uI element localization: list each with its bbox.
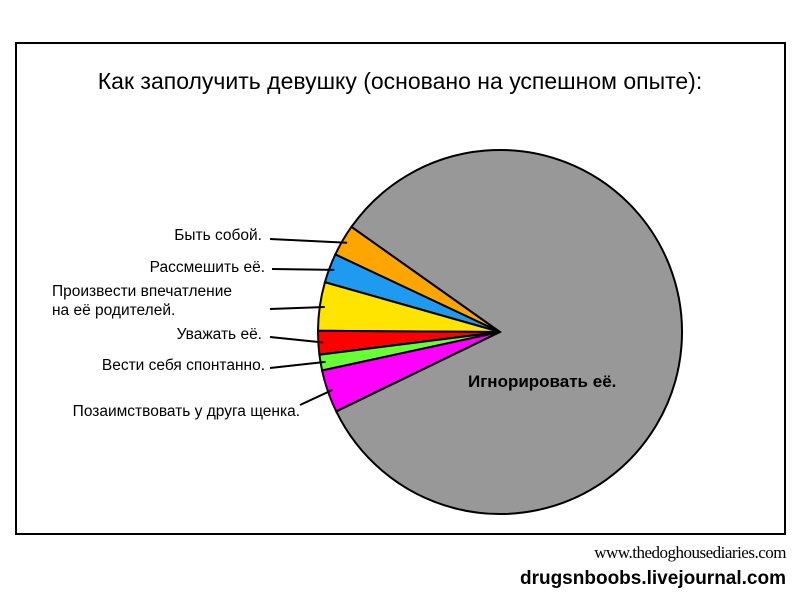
leader-line-5: [299, 388, 334, 406]
slice-label-6: Игнорировать её.: [468, 372, 617, 391]
slice-label-0: Быть собой.: [174, 227, 262, 244]
slice-label-2-line1: Произвести впечатление: [52, 283, 232, 300]
leader-line-1: [271, 268, 335, 271]
slice-label-2-line2: на её родителей.: [52, 302, 176, 319]
leader-line-4: [269, 360, 326, 369]
slice-label-2: Произвести впечатление на её родителей.: [52, 282, 232, 320]
leader-line-0: [269, 238, 348, 244]
slice-label-3: Уважать её.: [176, 326, 262, 343]
slice-label-4: Вести себя спонтанно.: [101, 357, 265, 374]
credit-site1: www.thedoghousediaries.com: [594, 543, 786, 562]
chart-frame: [15, 42, 786, 535]
credit-site2: drugsnboobs.livejournal.com: [519, 568, 786, 589]
chart-title: Как заполучить девушку (основано на успе…: [97, 68, 703, 94]
pie-slice-6: [334, 149, 683, 515]
leader-line-2: [269, 305, 325, 310]
slice-label-5: Позаимствовать у друга щенка.: [72, 403, 300, 420]
slice-label-1: Рассмешить её.: [149, 259, 265, 276]
leader-line-3: [269, 336, 324, 344]
